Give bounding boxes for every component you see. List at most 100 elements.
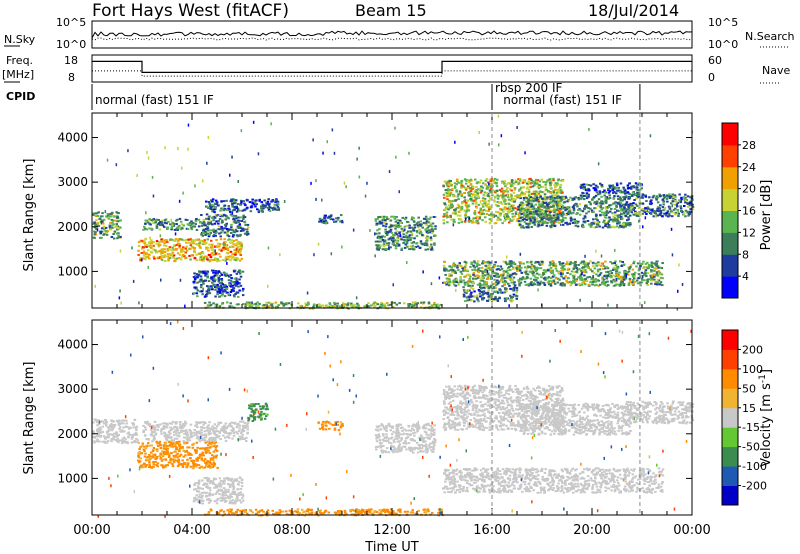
power-cell (267, 246, 270, 250)
power-cell (521, 207, 524, 210)
power-cell (211, 204, 214, 207)
power-cell (347, 302, 350, 305)
power-cell (331, 305, 334, 308)
power-cell (531, 192, 534, 195)
power-cell (369, 304, 373, 307)
power-cell (233, 257, 237, 260)
power-cell (538, 224, 541, 227)
power-cell (419, 220, 422, 223)
power-cell (312, 305, 315, 308)
power-cell (562, 267, 565, 270)
power-cell (106, 214, 110, 217)
power-cell (216, 272, 219, 275)
power-cell (644, 195, 648, 198)
power-cell (493, 200, 496, 203)
power-cell (426, 217, 429, 220)
power-cell (151, 175, 154, 179)
power-cell (534, 212, 538, 215)
power-cell (425, 220, 429, 223)
power-cell (516, 126, 518, 129)
power-cell (427, 221, 431, 224)
noise-left-tick-top: 10^5 (56, 16, 86, 29)
power-cell (585, 271, 588, 274)
power-cell (222, 213, 226, 216)
power-cell (541, 224, 544, 227)
power-cell (429, 237, 433, 240)
power-cell (215, 231, 218, 234)
power-cell (560, 212, 564, 215)
power-cell (425, 236, 428, 239)
power-cell (633, 280, 637, 283)
power-cell (382, 243, 386, 246)
power-cell (464, 217, 467, 221)
power-cell (545, 207, 548, 210)
power-cell (376, 240, 380, 243)
power-cell (230, 283, 232, 287)
power-cell (631, 191, 635, 194)
power-colorbar-tick-label: 12 (742, 226, 756, 239)
power-cell (217, 222, 220, 225)
power-cell (522, 262, 525, 265)
power-cell (243, 216, 247, 219)
power-cell (101, 215, 104, 218)
power-cell (507, 181, 510, 184)
power-cell (141, 258, 143, 262)
power-cell (539, 195, 542, 198)
power-cell (395, 155, 397, 159)
power-cell (377, 216, 380, 218)
power-cell (573, 218, 576, 221)
power-cell (469, 192, 473, 195)
power-cell (444, 268, 448, 271)
power-cell (394, 220, 398, 223)
power-cell (553, 220, 556, 222)
power-cell (418, 247, 422, 249)
power-cell (388, 226, 391, 229)
power-cell (433, 305, 436, 308)
power-cell (152, 241, 155, 243)
power-cell (184, 218, 188, 221)
power-cell (563, 206, 566, 209)
power-cell (254, 205, 257, 208)
power-cell (651, 275, 654, 277)
power-cell (621, 276, 624, 279)
power-cell (473, 260, 476, 263)
power-cell (689, 210, 692, 213)
frequency-panel: Freq. [MHz] 18 8 60 0 Nave (2, 54, 790, 84)
power-cell (513, 263, 517, 266)
power-cell (161, 249, 165, 252)
power-cell (539, 280, 542, 283)
power-cell (454, 272, 457, 274)
power-cell (501, 276, 505, 279)
power-cell (373, 305, 376, 308)
power-cell (514, 195, 517, 197)
power-cell (416, 245, 420, 248)
power-cell (378, 228, 381, 231)
power-cell (526, 266, 530, 269)
power-cell (594, 202, 598, 205)
power-cell (375, 232, 378, 235)
power-cell (229, 200, 232, 203)
power-cell (537, 214, 540, 217)
power-cell (215, 260, 219, 263)
power-cell (451, 265, 454, 268)
power-cell (626, 273, 630, 276)
power-cell (615, 268, 619, 271)
power-cell (340, 214, 343, 217)
power-cell (552, 200, 555, 203)
power-cell (276, 305, 279, 308)
power-cell (160, 238, 163, 241)
power-cell (629, 281, 632, 284)
power-cell (277, 304, 280, 307)
power-cell (586, 262, 590, 265)
power-cell (189, 244, 192, 247)
power-cell (582, 281, 585, 284)
power-cell (469, 182, 473, 185)
power-cell (583, 269, 587, 272)
power-cell (578, 208, 581, 211)
power-cell (197, 238, 200, 241)
power-cell (509, 182, 512, 185)
power-cell (653, 262, 656, 265)
power-cell (530, 226, 533, 228)
power-cell (415, 242, 418, 245)
